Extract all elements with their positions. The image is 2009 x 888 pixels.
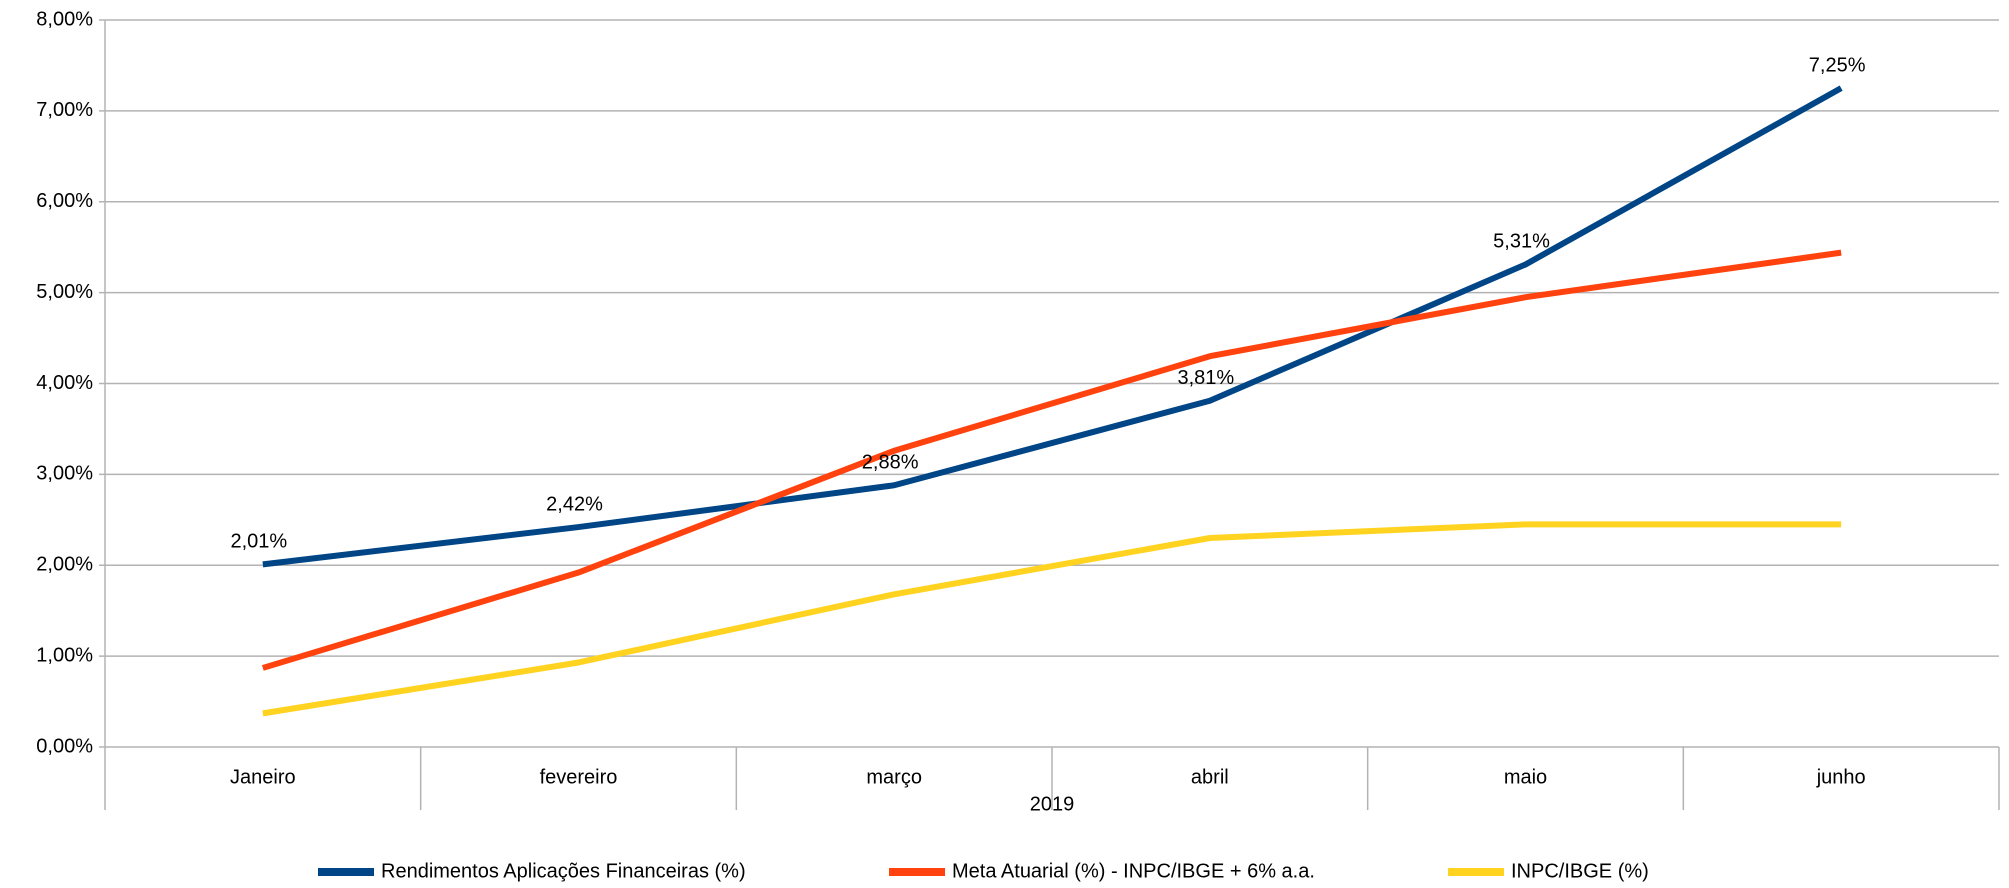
line-series bbox=[262, 521, 1842, 717]
legend-swatch bbox=[318, 868, 374, 876]
legend-label: Meta Atuarial (%) - INPC/IBGE + 6% a.a. bbox=[952, 860, 1315, 882]
legend-swatch bbox=[1448, 868, 1504, 876]
x-tick-label: abril bbox=[1191, 766, 1229, 788]
line-series bbox=[261, 249, 1842, 671]
x-tick-label: junho bbox=[1816, 766, 1866, 788]
data-label: 3,81% bbox=[1177, 367, 1234, 389]
data-label: 2,01% bbox=[230, 531, 287, 553]
y-tick-label: 3,00% bbox=[36, 463, 93, 485]
y-tick-label: 2,00% bbox=[36, 554, 93, 576]
y-tick-label: 5,00% bbox=[36, 281, 93, 303]
x-tick-label: Janeiro bbox=[230, 766, 296, 788]
x-tick-label: março bbox=[866, 766, 922, 788]
data-label: 2,42% bbox=[546, 493, 603, 515]
y-tick-label: 0,00% bbox=[36, 735, 93, 757]
x-tick-label: maio bbox=[1504, 766, 1547, 788]
x-tick-label: fevereiro bbox=[540, 766, 618, 788]
legend-label: Rendimentos Aplicações Financeiras (%) bbox=[381, 860, 746, 882]
data-label: 5,31% bbox=[1493, 231, 1550, 253]
data-label: 2,88% bbox=[862, 452, 919, 474]
y-tick-label: 1,00% bbox=[36, 644, 93, 666]
line-series bbox=[262, 85, 1843, 568]
y-tick-label: 8,00% bbox=[36, 8, 93, 30]
y-tick-label: 7,00% bbox=[36, 99, 93, 121]
legend-swatch bbox=[889, 868, 945, 876]
legend-label: INPC/IBGE (%) bbox=[1511, 860, 1649, 882]
data-label: 7,25% bbox=[1809, 54, 1866, 76]
y-tick-label: 4,00% bbox=[36, 372, 93, 394]
y-tick-label: 6,00% bbox=[36, 190, 93, 212]
